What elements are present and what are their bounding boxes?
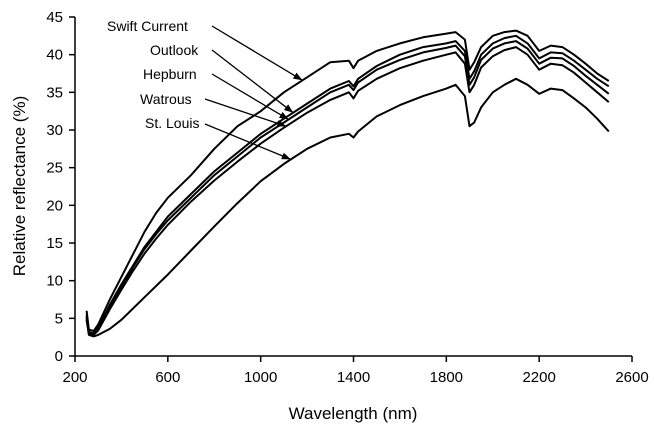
series-line-watrous <box>85 46 610 336</box>
arrow-head-swift-current <box>292 72 303 81</box>
series-label-watrous: Watrous <box>140 91 192 107</box>
series-label-swift-current: Swift Current <box>107 18 188 34</box>
plot-area: 0 5 10 15 20 25 30 35 40 45 200 600 1000 1400 1800 220… <box>46 9 648 386</box>
x-tick-label: 600 <box>155 369 180 386</box>
x-tick-label: 1800 <box>430 369 463 386</box>
y-tick-label: 25 <box>46 160 63 177</box>
series-line-swift-current <box>85 29 610 333</box>
y-tick-label: 35 <box>46 84 63 101</box>
y-axis-ticks: 0 5 10 15 20 25 30 35 40 45 <box>46 9 75 365</box>
series-annotations: Swift Current Outlook Hepburn Watrous St. Lo… <box>107 18 303 160</box>
series-label-outlook: Outlook <box>150 42 199 58</box>
x-tick-label: 2200 <box>522 369 555 386</box>
y-tick-label: 5 <box>55 310 63 327</box>
y-tick-label: 0 <box>55 348 63 365</box>
x-tick-label: 1000 <box>244 369 277 386</box>
x-tick-label: 200 <box>62 369 87 386</box>
series-label-hepburn: Hepburn <box>143 66 197 82</box>
arrow-head-st-louis <box>281 152 291 160</box>
x-tick-label: 1400 <box>337 369 370 386</box>
series-label-st-louis: St. Louis <box>145 115 199 131</box>
y-tick-label: 30 <box>46 122 63 139</box>
y-tick-label: 15 <box>46 235 63 252</box>
arrow-head-watrous <box>276 120 287 127</box>
leader-line-outlook <box>211 49 294 114</box>
y-tick-label: 20 <box>46 197 63 214</box>
y-axis-title: Relative reflectance (%) <box>10 96 29 276</box>
leader-line-hepburn <box>211 73 289 121</box>
x-tick-label: 2600 <box>615 369 648 386</box>
y-tick-label: 40 <box>46 47 63 64</box>
y-tick-label: 45 <box>46 9 63 26</box>
series-line-hepburn <box>85 40 610 336</box>
y-tick-label: 10 <box>46 273 63 290</box>
leader-line-swift-current <box>211 25 303 81</box>
x-axis-title: Wavelength (nm) <box>289 404 418 423</box>
arrow-head-outlook <box>283 104 294 113</box>
x-axis-ticks: 200 600 1000 1400 1800 2200 2600 <box>62 356 649 386</box>
series-lines <box>85 29 610 338</box>
arrow-head-hepburn <box>278 111 289 120</box>
series-line-st-louis <box>85 77 610 338</box>
leader-line-watrous <box>204 98 287 127</box>
leader-line-st-louis <box>204 123 292 160</box>
